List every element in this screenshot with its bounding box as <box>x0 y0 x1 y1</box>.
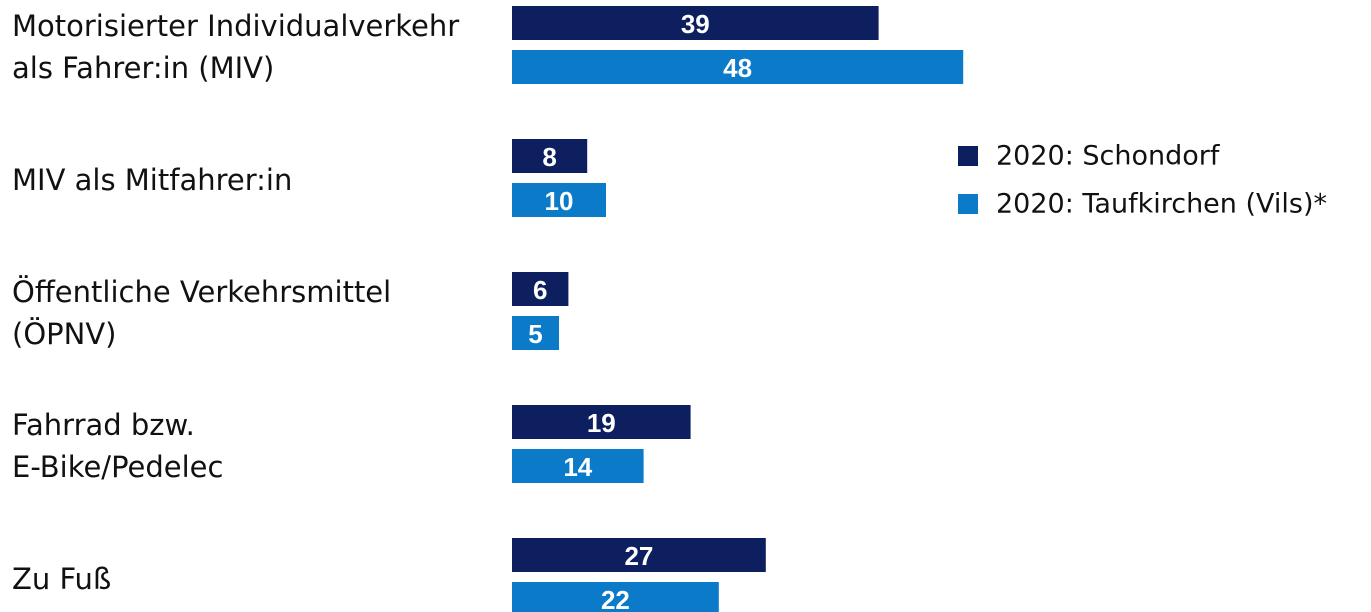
value-label: 19 <box>587 408 616 438</box>
category-label: Fahrrad bzw. E-Bike/Pedelec <box>12 408 224 484</box>
value-label: 8 <box>542 142 556 172</box>
value-label: 10 <box>545 186 574 216</box>
legend-swatch <box>958 146 978 166</box>
legend-label: 2020: Schondorf <box>996 141 1221 172</box>
value-label: 48 <box>723 53 752 83</box>
bar <box>512 139 588 173</box>
bar <box>512 272 569 306</box>
value-label: 39 <box>681 9 710 39</box>
legend-label: 2020: Taufkirchen (Vils)* <box>996 189 1327 220</box>
category-label: Zu Fuß <box>12 562 112 596</box>
bar <box>512 316 559 350</box>
bar <box>512 50 964 84</box>
bar <box>512 405 691 439</box>
category-label: Öffentliche Verkehrsmittel (ÖPNV) <box>12 275 392 351</box>
bar <box>512 538 766 572</box>
legend-swatch <box>958 194 978 214</box>
category-label: MIV als Mitfahrer:in <box>12 163 293 197</box>
bar <box>512 449 644 483</box>
value-label: 22 <box>601 585 630 612</box>
category-label: Motorisierter Individualverkehr als Fahr… <box>12 9 460 85</box>
bar <box>512 6 879 40</box>
bar <box>512 183 606 217</box>
value-label: 6 <box>533 275 547 305</box>
bar <box>512 582 719 612</box>
value-label: 14 <box>563 452 592 482</box>
value-label: 5 <box>528 319 542 349</box>
value-label: 27 <box>624 541 653 571</box>
